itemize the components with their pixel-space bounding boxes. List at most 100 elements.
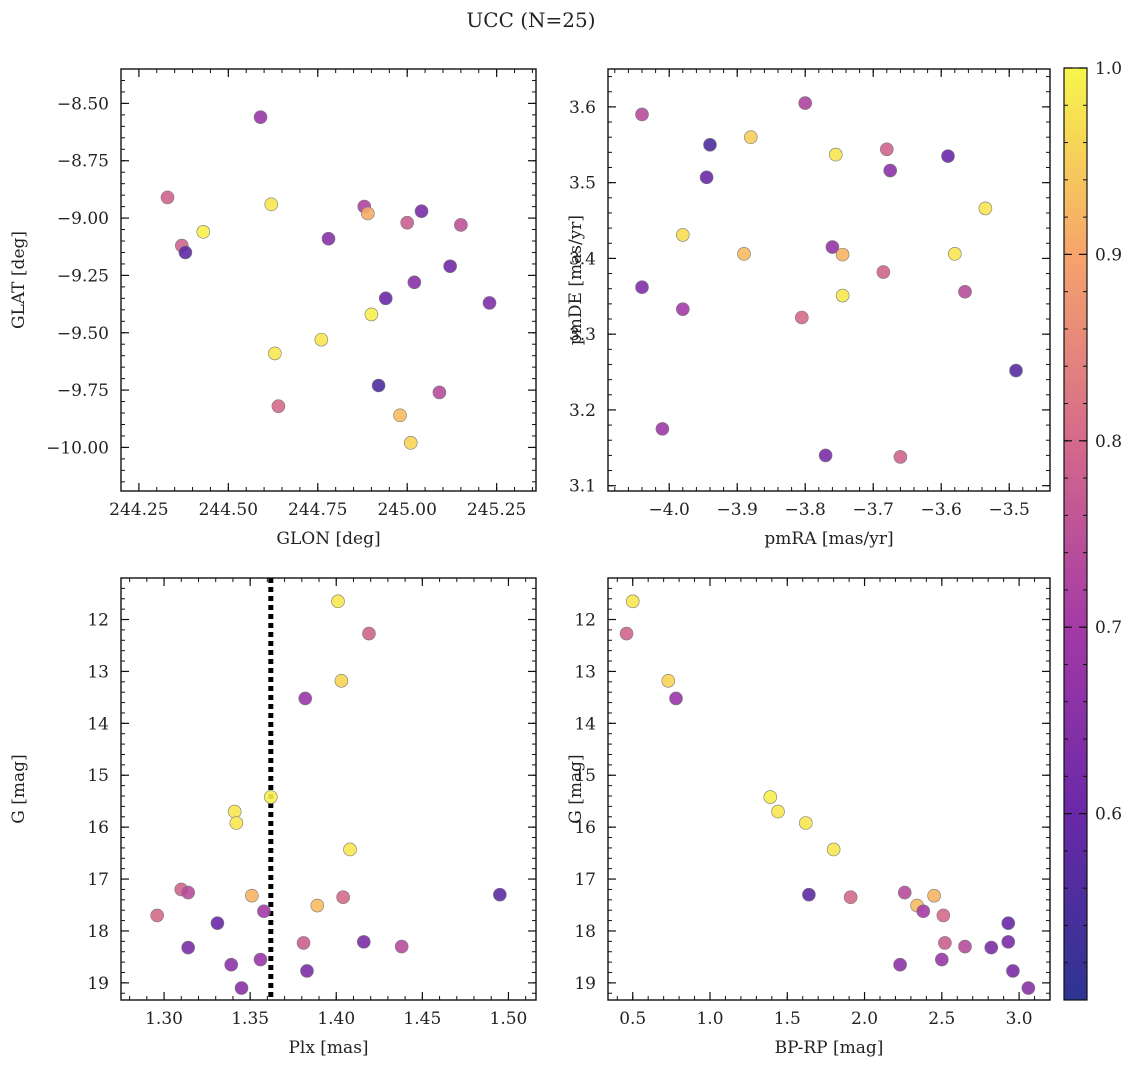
figure-title: UCC (N=25): [466, 8, 595, 32]
y-tick-label: 3.1: [569, 477, 596, 497]
scatter-point: [818, 448, 833, 463]
scatter-point: [482, 296, 497, 310]
scatter-points: [635, 96, 1023, 464]
scatter-point: [771, 804, 785, 819]
x-tick-label: 1.5: [774, 1009, 801, 1029]
scatter-point: [699, 170, 714, 185]
scatter-point: [407, 275, 422, 290]
scatter-point: [331, 594, 345, 609]
scatter-point: [893, 957, 907, 972]
colorbar-tick-label: 0.9: [1095, 245, 1122, 265]
panels: 244.25 244.50 244.75 245.00 245.25 −8.50 −8.75…: [9, 68, 1051, 1058]
y-axis-label: G [mag]: [566, 754, 586, 823]
y-tick-label: −9.75: [57, 381, 109, 401]
scatter-point: [763, 790, 778, 804]
scatter-point: [400, 215, 415, 230]
scatter-point: [150, 908, 164, 923]
scatter-point: [675, 302, 690, 316]
scatter-point: [655, 422, 670, 436]
scatter-point: [321, 231, 336, 246]
scatter-points: [619, 594, 1036, 995]
y-tick-label: 12: [87, 611, 109, 631]
y-tick-label: 16: [574, 818, 596, 838]
scatter-point: [935, 952, 949, 967]
scatter-point: [310, 898, 325, 913]
scatter-point: [802, 887, 816, 902]
scatter-point: [414, 204, 429, 218]
y-axis-label: G [mag]: [9, 754, 29, 823]
scatter-point: [661, 673, 676, 688]
scatter-point: [794, 310, 809, 325]
colorbar-tick-label: 1.0: [1095, 59, 1122, 79]
x-axis-label: pmRA [mas/yr]: [764, 529, 893, 549]
scatter-point: [257, 904, 271, 919]
x-tick-label: −3.7: [853, 500, 894, 520]
scatter-point: [334, 673, 349, 688]
scatter-point: [394, 939, 409, 954]
colorbar: 0.6 0.7 0.8 0.9 1.0: [1063, 59, 1122, 1001]
scatter-point: [300, 964, 314, 978]
scatter-point: [296, 936, 311, 950]
scatter-point: [703, 137, 717, 152]
scatter-point: [843, 890, 858, 905]
y-tick-label: 12: [574, 611, 596, 631]
scatter-point: [958, 284, 972, 299]
scatter-point: [271, 399, 286, 413]
x-tick-label: 244.25: [109, 500, 168, 520]
scatter-point: [737, 247, 751, 261]
scatter-point: [1001, 935, 1016, 949]
scatter-point: [443, 259, 457, 274]
x-tick-label: 1.35: [231, 1009, 269, 1029]
scatter-point: [619, 626, 634, 641]
colorbar-tick-label: 0.6: [1095, 805, 1122, 825]
y-tick-label: 15: [87, 766, 109, 786]
scatter-point: [454, 218, 468, 232]
scatter-point: [362, 626, 376, 641]
x-tick-label: −3.8: [785, 500, 826, 520]
scatter-point: [927, 888, 941, 903]
y-tick-label: 13: [574, 662, 596, 682]
scatter-point: [371, 378, 386, 393]
panel-cmd: 0.5 1.0 1.5 2.0 2.5 3.0 12 13 14 15 16 17 18 19 BP-RP …: [566, 577, 1051, 1058]
y-tick-label: −10.00: [46, 438, 109, 458]
panel-pm: −4.0 −3.9 −3.8 −3.7 −3.6 −3.5 3.1 3.2 3.3 3.4 3.5 3…: [566, 68, 1051, 549]
y-tick-label: −9.50: [57, 324, 109, 344]
y-tick-label: 3.4: [569, 249, 596, 269]
scatter-point: [234, 981, 249, 995]
x-tick-label: −3.6: [921, 500, 962, 520]
scatter-point: [393, 408, 407, 423]
x-tick-label: 1.50: [490, 1009, 528, 1029]
scatter-point: [196, 225, 211, 239]
axes-frame: [120, 577, 537, 1001]
x-axis-label: GLON [deg]: [276, 529, 380, 549]
scatter-point: [160, 190, 175, 205]
x-axis-label: Plx [mas]: [288, 1038, 368, 1058]
scatter-point: [675, 228, 690, 242]
x-tick-label: −4.0: [649, 500, 690, 520]
scatter-point: [947, 247, 962, 261]
scatter-point: [916, 904, 931, 919]
scatter-point: [826, 842, 841, 857]
y-tick-label: −9.25: [57, 266, 109, 286]
scatter-point: [336, 890, 350, 905]
y-tick-label: 13: [87, 662, 109, 682]
scatter-point: [432, 385, 447, 400]
x-tick-label: −3.9: [717, 500, 758, 520]
y-tick-label: 17: [87, 870, 109, 890]
scatter-point: [364, 307, 379, 322]
scatter-point: [181, 885, 195, 900]
y-tick-label: −9.00: [57, 209, 109, 229]
x-tick-label: 1.40: [317, 1009, 355, 1029]
scatter-point: [625, 594, 640, 609]
scatter-point: [635, 280, 649, 294]
x-tick-label: 0.5: [619, 1009, 646, 1029]
y-tick-label: 3.3: [569, 325, 596, 345]
scatter-point: [343, 842, 357, 857]
x-tick-label: 2.5: [928, 1009, 955, 1029]
scatter-point: [227, 804, 242, 819]
scatter-point: [978, 201, 993, 216]
y-tick-label: 3.6: [569, 98, 596, 118]
y-tick-label: 14: [87, 714, 109, 734]
scatter-point: [264, 197, 279, 212]
scatter-point: [378, 291, 393, 306]
